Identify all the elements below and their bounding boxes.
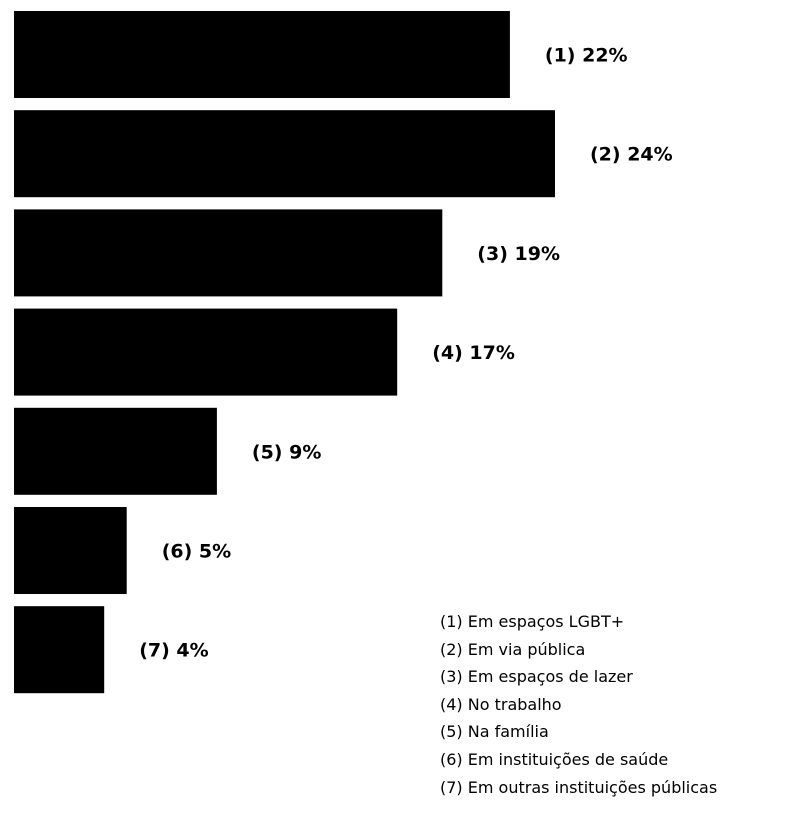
legend-item-5: (5) Na família <box>440 722 549 742</box>
bar-label-7: (7) 4% <box>139 640 208 662</box>
bar-6 <box>14 507 127 594</box>
bar-4 <box>14 308 398 396</box>
legend-item-1: (1) Em espaços LGBT+ <box>440 612 625 631</box>
legend-item-3: (3) Em espaços de lazer <box>440 667 633 687</box>
bar-label-6: (6) 5% <box>162 541 231 563</box>
bar-label-1: (1) 22% <box>545 45 628 67</box>
legend-item-4: (4) No trabalho <box>440 694 562 714</box>
bar-label-5: (5) 9% <box>252 441 321 463</box>
legend-item-6: (6) Em instituições de saúde <box>440 749 669 769</box>
bar-7 <box>14 606 105 694</box>
legend: (1) Em espaços LGBT+ (2) Em via pública … <box>440 608 717 801</box>
bar-1 <box>14 11 510 98</box>
bar-3 <box>14 209 443 297</box>
bar-label-3: (3) 19% <box>477 243 560 265</box>
bar-5 <box>14 407 217 495</box>
bar-2 <box>14 110 555 198</box>
bar-label-4: (4) 17% <box>432 342 515 364</box>
legend-item-7: (7) Em outras instituições públicas <box>440 777 718 797</box>
bar-label-2: (2) 24% <box>590 144 673 166</box>
legend-item-2: (2) Em via pública <box>440 639 586 659</box>
